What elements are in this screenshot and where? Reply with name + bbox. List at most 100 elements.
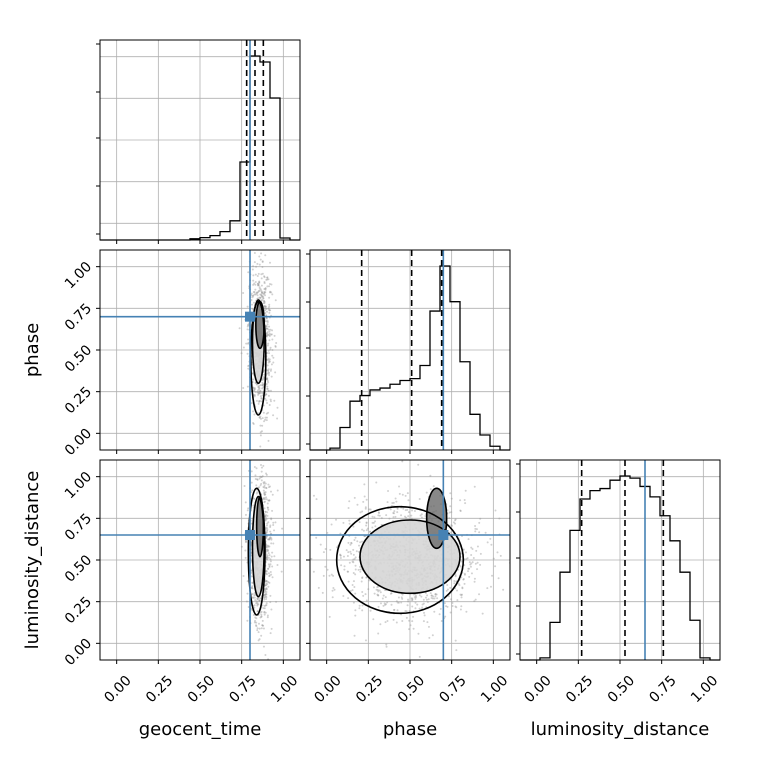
sample-point [251, 581, 254, 584]
sample-point [266, 276, 269, 279]
sample-point [268, 285, 271, 288]
sample-point [459, 565, 462, 568]
sample-point [265, 558, 268, 561]
sample-point [266, 285, 269, 288]
sample-point [430, 594, 433, 597]
sample-point [462, 578, 465, 581]
sample-point [256, 262, 259, 265]
sample-point [353, 557, 356, 560]
sample-point [250, 586, 253, 589]
sample-point [424, 515, 427, 518]
sample-point [269, 536, 272, 539]
sample-point [347, 507, 350, 510]
sample-point [445, 589, 448, 592]
sample-point [422, 620, 425, 623]
sample-point [256, 610, 259, 613]
sample-point [247, 341, 250, 344]
sample-point [265, 557, 268, 560]
sample-point [463, 573, 466, 576]
sample-point [365, 599, 368, 602]
sample-point [259, 417, 262, 420]
sample-point [430, 597, 433, 600]
sample-point [265, 334, 268, 337]
sample-point [511, 512, 513, 514]
sample-point [260, 470, 263, 473]
sample-point [268, 332, 271, 335]
sample-point [265, 553, 268, 556]
sample-point [268, 538, 271, 541]
sample-point [411, 598, 414, 601]
sample-point [269, 560, 272, 563]
sample-point [270, 542, 273, 545]
sample-point [244, 556, 247, 559]
sample-point [268, 305, 271, 308]
sample-point [377, 511, 380, 514]
sample-point [418, 607, 421, 610]
sample-point [449, 611, 452, 614]
sample-point [401, 620, 404, 623]
sample-point [265, 383, 268, 386]
sample-point [257, 283, 260, 286]
sample-point [449, 505, 452, 508]
sample-point [263, 299, 266, 302]
sample-point [262, 453, 264, 455]
sample-point [261, 685, 263, 687]
sample-point [409, 624, 412, 627]
sample-point [251, 587, 254, 590]
sample-point [253, 389, 256, 392]
sample-point [257, 622, 260, 625]
sample-point [268, 565, 271, 568]
sample-point [264, 291, 267, 294]
sample-point [266, 387, 269, 390]
sample-point [263, 282, 266, 285]
grid [100, 460, 300, 660]
sample-point [265, 580, 268, 583]
sample-point [264, 510, 267, 513]
sample-point [253, 413, 256, 416]
sample-point [259, 384, 262, 387]
sample-point [269, 290, 272, 293]
sample-point [446, 583, 449, 586]
sample-point [270, 291, 273, 294]
sample-point [263, 287, 266, 290]
sample-point [328, 615, 331, 618]
sample-point [356, 540, 359, 543]
sample-point [265, 591, 268, 594]
sample-point [265, 557, 268, 560]
sample-point [259, 390, 262, 393]
sample-point [271, 493, 274, 496]
sample-point [424, 596, 427, 599]
sample-point [468, 561, 471, 564]
sample-point [385, 643, 388, 646]
sample-point [262, 498, 265, 501]
sample-point [267, 371, 270, 374]
sample-point [354, 592, 357, 595]
sample-point [324, 565, 327, 568]
sample-point [266, 527, 269, 530]
sample-point [268, 325, 271, 328]
sample-point [274, 299, 277, 302]
sample-point [254, 619, 257, 622]
sample-point [265, 308, 268, 311]
contour-level-1 [335, 505, 465, 615]
sample-point [261, 417, 264, 420]
sample-point [462, 548, 465, 551]
grid [310, 460, 510, 660]
sample-point [260, 627, 263, 630]
sample-point [426, 600, 429, 603]
sample-point [354, 556, 357, 559]
sample-point [252, 386, 255, 389]
sample-point [269, 490, 272, 493]
sample-point [265, 545, 268, 548]
sample-point [267, 439, 270, 442]
sample-point [265, 531, 268, 534]
sample-point [273, 555, 276, 558]
sample-point [384, 603, 387, 606]
sample-point [264, 287, 267, 290]
sample-point [464, 489, 467, 492]
sample-point [377, 594, 380, 597]
x-axis-label-phase: phase [383, 719, 437, 740]
sample-point [492, 557, 495, 560]
sample-point [252, 372, 255, 375]
sample-point [408, 610, 411, 613]
